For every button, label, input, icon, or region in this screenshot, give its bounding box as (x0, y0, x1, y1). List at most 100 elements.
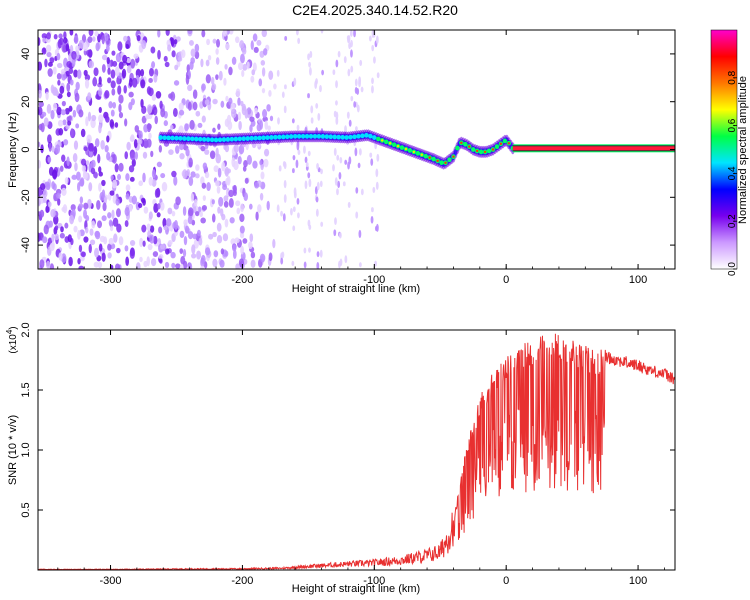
noise-blob (40, 144, 44, 154)
y-tick-label: 40 (20, 48, 32, 60)
noise-blob (69, 79, 74, 86)
track-blob (190, 136, 195, 142)
noise-blob (261, 30, 268, 38)
noise-blob (215, 180, 220, 187)
noise-blob (319, 85, 322, 93)
noise-blob (241, 69, 245, 78)
noise-blob (87, 36, 93, 43)
noise-blob (38, 141, 41, 148)
noise-blob (174, 64, 179, 71)
noise-blob (234, 36, 240, 44)
noise-blob (283, 105, 287, 114)
noise-blob (187, 231, 194, 240)
noise-blob (307, 172, 311, 179)
noise-blob (242, 238, 248, 244)
noise-blob (194, 211, 200, 217)
noise-blob (107, 252, 112, 259)
noise-blob (194, 173, 200, 179)
track-blob (360, 133, 365, 139)
noise-blob (148, 176, 153, 186)
noise-blob (73, 225, 78, 233)
noise-blob (112, 60, 118, 67)
noise-blob (309, 50, 313, 58)
noise-blob (158, 144, 163, 153)
noise-blob (98, 243, 103, 252)
noise-blob (280, 210, 283, 217)
noise-blob (240, 53, 245, 64)
noise-blob (211, 199, 215, 205)
noise-blob (180, 49, 186, 59)
noise-blob (83, 69, 88, 77)
noise-blob (136, 34, 141, 42)
noise-blob (276, 69, 280, 77)
noise-blob (212, 127, 216, 133)
noise-blob (371, 85, 374, 94)
track-blob (233, 136, 239, 142)
noise-blob (238, 144, 245, 155)
noise-blob (38, 123, 43, 131)
noise-blob (223, 195, 229, 202)
noise-blob (73, 140, 79, 150)
noise-blob (101, 54, 108, 61)
track-blob (368, 133, 373, 139)
noise-blob (202, 195, 206, 201)
noise-blob (101, 179, 106, 187)
noise-blob (196, 250, 202, 260)
noise-blob (317, 112, 321, 121)
noise-blob (231, 157, 236, 168)
noise-blob (63, 31, 67, 39)
noise-blob (39, 209, 45, 218)
noise-blob (319, 180, 323, 188)
noise-blob (334, 217, 337, 225)
noise-blob (173, 39, 178, 45)
track-blob (289, 134, 294, 139)
noise-blob (60, 68, 66, 75)
noise-blob (259, 192, 264, 201)
noise-blob (78, 215, 83, 223)
noise-blob (123, 85, 127, 94)
noise-blob (255, 211, 259, 221)
noise-blob (78, 203, 84, 209)
noise-blob (260, 171, 265, 180)
noise-blob (47, 156, 52, 163)
noise-blob (229, 217, 235, 224)
noise-blob (171, 262, 176, 269)
noise-blob (224, 218, 229, 228)
noise-blob (114, 163, 119, 173)
colorbar-tick-label: 0.4 (727, 166, 738, 180)
track-blob (158, 135, 163, 140)
noise-blob (369, 152, 373, 158)
noise-blob (356, 87, 360, 95)
noise-blob (60, 226, 64, 233)
noise-blob (129, 135, 135, 142)
noise-blob (116, 77, 121, 85)
noise-blob (43, 196, 47, 204)
noise-blob (125, 193, 130, 200)
track-blob (253, 135, 258, 141)
noise-blob (57, 79, 61, 86)
noise-blob (195, 110, 201, 117)
noise-blob (88, 182, 93, 192)
track-blob (194, 136, 199, 142)
noise-blob (334, 177, 338, 186)
noise-blob (335, 100, 338, 106)
track-peak (388, 142, 392, 145)
noise-blob (344, 159, 348, 165)
noise-blob (115, 198, 120, 206)
noise-blob (314, 80, 318, 89)
noise-blob (376, 153, 380, 162)
noise-blob (151, 169, 156, 179)
noise-blob (262, 109, 268, 119)
noise-blob (189, 39, 194, 46)
noise-blob (110, 109, 115, 117)
noise-blob (93, 67, 99, 77)
noise-blob (192, 206, 197, 214)
noise-blob (269, 115, 274, 122)
noise-blob (308, 247, 311, 253)
noise-blob (88, 143, 94, 152)
noise-blob (108, 237, 114, 245)
track-blob (174, 135, 179, 141)
noise-blob (186, 169, 190, 177)
noise-blob (192, 101, 198, 111)
noise-blob (51, 145, 55, 153)
